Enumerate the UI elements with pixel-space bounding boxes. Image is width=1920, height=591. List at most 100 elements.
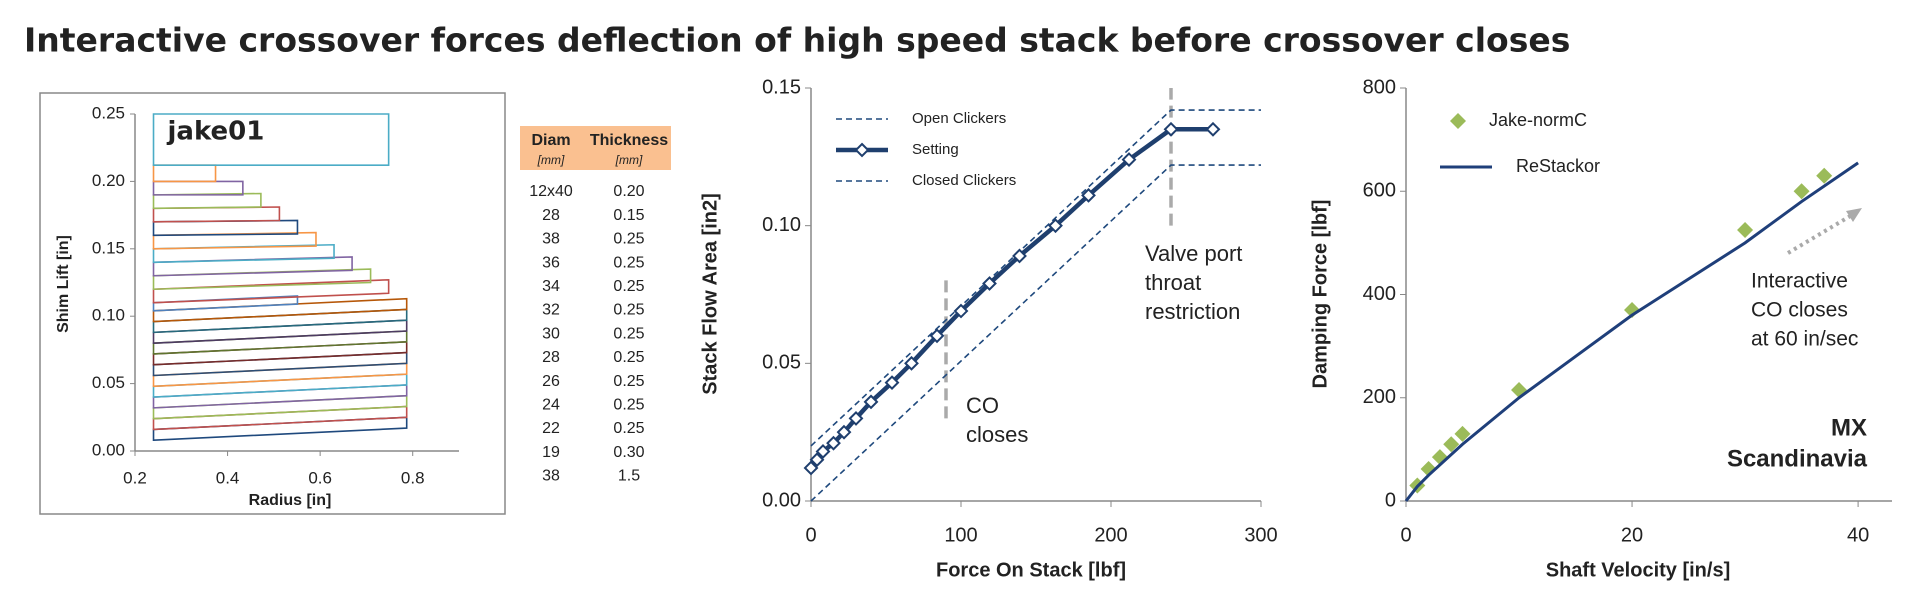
annotation: restriction bbox=[1145, 299, 1240, 324]
data-point bbox=[929, 328, 945, 344]
data-point bbox=[1121, 152, 1137, 168]
x-tick-label: 0.8 bbox=[401, 468, 425, 487]
shim bbox=[152, 362, 408, 388]
table-cell: 0.25 bbox=[613, 349, 644, 366]
series-line bbox=[1404, 161, 1859, 502]
legend-label: ReStackor bbox=[1516, 156, 1600, 176]
table-cell: 0.30 bbox=[613, 444, 644, 461]
table-cell: 30 bbox=[542, 325, 560, 342]
x-tick-label: 0.2 bbox=[123, 468, 147, 487]
table-cell: 0.25 bbox=[613, 373, 644, 390]
shim bbox=[152, 351, 408, 377]
shim bbox=[152, 219, 299, 237]
data-point bbox=[1737, 221, 1754, 238]
y-tick-label: 0.00 bbox=[92, 440, 125, 459]
table-cell: 0.25 bbox=[613, 278, 644, 295]
y-tick-label: 0.10 bbox=[762, 214, 801, 236]
annotation: at 60 in/sec bbox=[1751, 328, 1858, 351]
y-axis-title: Shim Lift [in] bbox=[55, 235, 72, 333]
annotation: CO bbox=[966, 393, 999, 418]
shim bbox=[152, 113, 390, 167]
x-axis-title: Force On Stack [lbf] bbox=[936, 559, 1126, 581]
page-title: Interactive crossover forces deflection … bbox=[24, 21, 1570, 60]
shim bbox=[152, 340, 408, 366]
table-cell: 0.15 bbox=[613, 207, 644, 224]
annotation: CO closes bbox=[1751, 299, 1848, 322]
y-tick-label: 0.25 bbox=[92, 103, 125, 122]
shim bbox=[152, 206, 281, 223]
table-cell: 0.25 bbox=[613, 302, 644, 319]
table-header: Diam bbox=[531, 132, 570, 149]
y-tick-label: 0 bbox=[1385, 489, 1396, 511]
x-tick-label: 40 bbox=[1847, 524, 1869, 546]
y-axis-title: Damping Force [lbf] bbox=[1309, 200, 1331, 389]
table-header: Thickness bbox=[590, 132, 668, 149]
data-point bbox=[1511, 382, 1528, 399]
data-point bbox=[848, 410, 864, 426]
shim bbox=[152, 164, 217, 183]
x-tick-label: 0 bbox=[805, 524, 816, 546]
y-tick-label: 200 bbox=[1363, 386, 1396, 408]
table-cell: 22 bbox=[542, 420, 560, 437]
y-tick-label: 0.20 bbox=[92, 171, 125, 190]
data-point bbox=[1454, 425, 1471, 442]
annotation: Interactive bbox=[1751, 270, 1848, 293]
x-tick-label: 300 bbox=[1244, 524, 1277, 546]
annotation: closes bbox=[966, 422, 1028, 447]
x-tick-label: 0.6 bbox=[308, 468, 332, 487]
table-cell: 0.25 bbox=[613, 397, 644, 414]
table-unit: [mm] bbox=[615, 153, 643, 167]
shim bbox=[152, 405, 408, 431]
table-cell: 32 bbox=[542, 302, 560, 319]
table-cell: 0.25 bbox=[613, 420, 644, 437]
data-point bbox=[1081, 187, 1096, 203]
data-point bbox=[904, 355, 919, 371]
series-line bbox=[810, 164, 1261, 502]
x-tick-label: 100 bbox=[944, 524, 977, 546]
table-cell: 24 bbox=[542, 397, 560, 414]
y-tick-label: 800 bbox=[1363, 76, 1396, 98]
data-point bbox=[1431, 449, 1448, 466]
x-axis-title: Radius [in] bbox=[249, 492, 332, 509]
shim bbox=[152, 308, 408, 334]
table-cell: 12x40 bbox=[529, 183, 573, 200]
x-axis-title: Shaft Velocity [in/s] bbox=[1546, 559, 1730, 581]
shim bbox=[152, 180, 244, 196]
data-point bbox=[863, 394, 879, 410]
table-unit: [mm] bbox=[537, 153, 565, 167]
y-tick-label: 0.05 bbox=[92, 373, 125, 392]
table-cell: 38 bbox=[542, 468, 560, 485]
y-tick-label: 0.05 bbox=[762, 352, 801, 374]
data-point bbox=[809, 452, 825, 468]
table-cell: 0.25 bbox=[613, 231, 644, 248]
data-point bbox=[815, 444, 831, 459]
y-tick-label: 400 bbox=[1363, 283, 1396, 305]
legend-label: Closed Clickers bbox=[912, 172, 1016, 189]
data-point bbox=[953, 303, 969, 319]
shim bbox=[152, 394, 408, 420]
table-cell: 28 bbox=[542, 349, 560, 366]
table-cell: 38 bbox=[542, 231, 560, 248]
shim bbox=[152, 297, 408, 323]
x-tick-label: 20 bbox=[1621, 524, 1643, 546]
x-tick-label: 0 bbox=[1400, 524, 1411, 546]
y-axis-title: Stack Flow Area [in2] bbox=[699, 193, 721, 395]
shim bbox=[152, 192, 262, 210]
annotation: Scandinavia bbox=[1727, 445, 1868, 472]
data-point bbox=[1793, 183, 1810, 200]
data-point bbox=[982, 276, 997, 291]
shim bbox=[152, 319, 408, 344]
series-line bbox=[810, 109, 1261, 447]
data-point bbox=[1443, 436, 1460, 453]
stack-label: jake01 bbox=[167, 117, 265, 147]
legend-swatch bbox=[1450, 113, 1466, 129]
data-point bbox=[1163, 121, 1179, 137]
shim bbox=[152, 256, 353, 277]
table-cell: 26 bbox=[542, 373, 560, 390]
data-point bbox=[1048, 218, 1063, 234]
data-point bbox=[884, 375, 900, 391]
table-cell: 0.25 bbox=[613, 325, 644, 342]
table-cell: 1.5 bbox=[618, 468, 640, 485]
